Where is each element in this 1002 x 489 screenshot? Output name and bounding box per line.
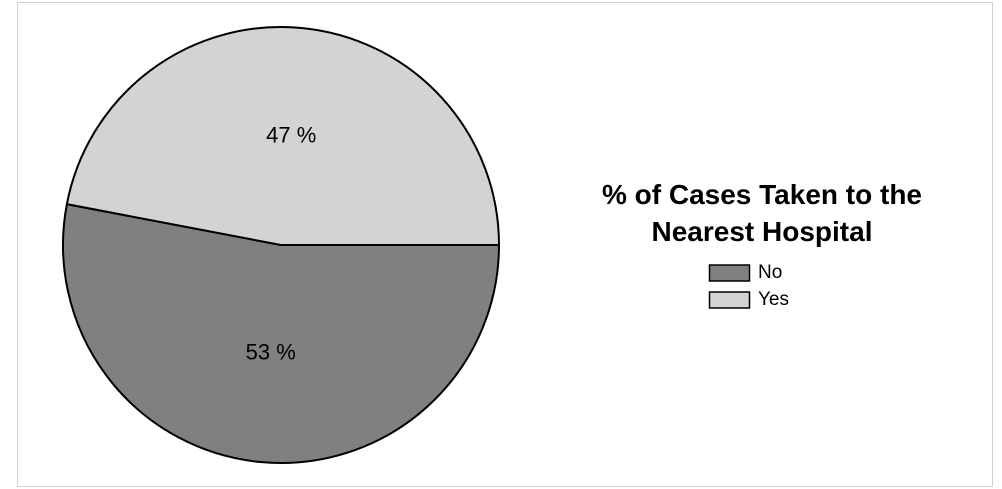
legend-label: No [758, 262, 782, 283]
pie-slice [65, 26, 501, 246]
legend-swatch [708, 291, 751, 309]
legend-swatch [708, 264, 751, 282]
slice-label: 53 % [246, 339, 296, 364]
slice-label: 47 % [266, 122, 316, 147]
legend-label: Yes [758, 289, 789, 310]
legend-title: % of Cases Taken to the Nearest Hospital [601, 179, 922, 247]
pie-slice [62, 202, 501, 464]
